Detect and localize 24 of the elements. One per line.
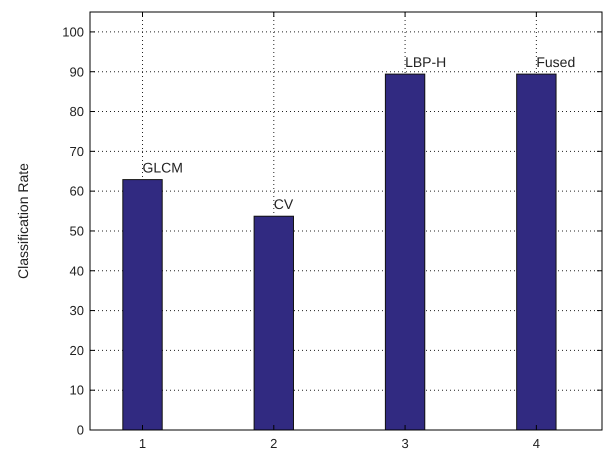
x-tick-label: 4 <box>532 436 540 451</box>
y-tick-label: 50 <box>70 224 84 238</box>
x-tick-label: 3 <box>401 436 409 451</box>
y-axis-title: Classification Rate <box>15 162 31 279</box>
y-tick-label: 70 <box>70 144 84 159</box>
bar <box>254 216 294 430</box>
bar <box>122 179 163 430</box>
y-tick-label: 10 <box>70 382 84 398</box>
x-tick-label: 1 <box>138 436 146 451</box>
y-tick-label: 40 <box>70 263 84 278</box>
y-tick-label: 80 <box>70 104 84 120</box>
y-tick-label: 30 <box>70 303 84 318</box>
x-tick-label: 2 <box>270 436 278 451</box>
y-tick-label: 90 <box>70 64 84 80</box>
y-tick-label: 100 <box>62 24 84 40</box>
y-tick-label: 0 <box>76 422 84 438</box>
bar <box>516 74 557 430</box>
bar <box>384 74 426 430</box>
y-tick-label: 20 <box>70 342 84 358</box>
y-tick-label: 60 <box>70 184 84 199</box>
annotation: LBP-H <box>405 54 446 70</box>
annotation: GLCM <box>142 160 183 176</box>
annotation: Fused <box>536 54 576 70</box>
annotation: CV <box>274 196 294 212</box>
